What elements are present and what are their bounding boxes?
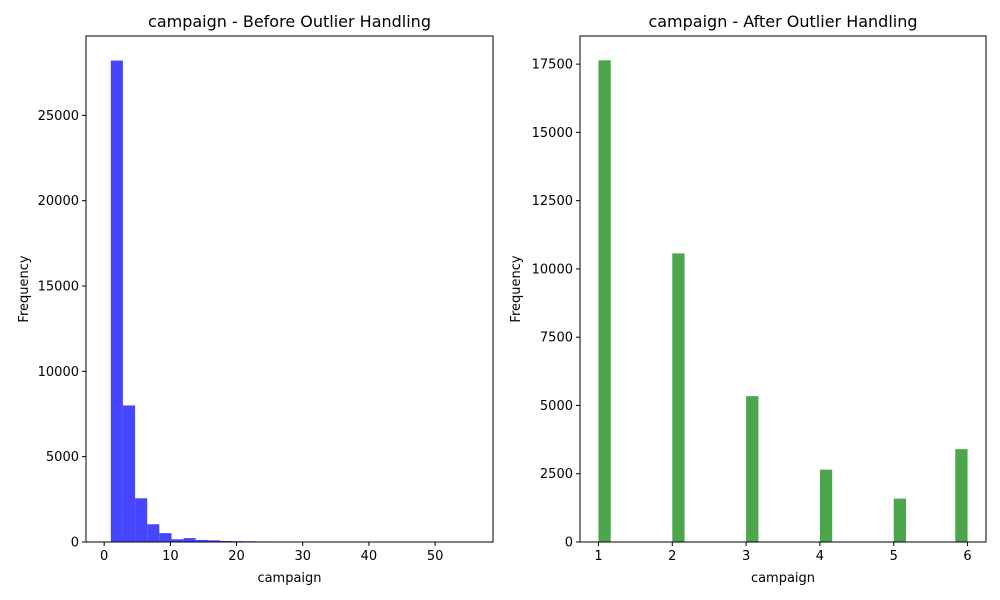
x-axis-label-after: campaign [751, 571, 815, 586]
histogram-bar-before-6 [183, 538, 196, 542]
x-tick-label-after-4: 5 [890, 549, 898, 564]
histogram-bar-before-4 [159, 533, 172, 542]
x-tick-label-before-2: 20 [228, 549, 245, 564]
bars-after [598, 60, 968, 543]
y-axis-label-after: Frequency [509, 255, 524, 322]
x-tick-label-after-1: 2 [668, 549, 676, 564]
histogram-bar-before-1 [122, 405, 136, 542]
histogram-bar-after-5 [955, 449, 968, 542]
histogram-bar-after-0 [598, 60, 611, 543]
x-axis-label-before: campaign [257, 571, 321, 586]
x-tick-label-before-4: 40 [361, 549, 378, 564]
histogram-bar-after-3 [819, 469, 833, 542]
chart-title-before: campaign - Before Outlier Handling [148, 12, 431, 31]
y-tick-label-before-0: 0 [71, 536, 79, 551]
histogram-bar-before-3 [147, 524, 160, 542]
plot-frame-after [579, 35, 987, 543]
chart-title-after: campaign - After Outlier Handling [648, 12, 917, 31]
ticks-after: 1 2 3 4 5 6 0 2500 5000 7500 10000 12500 15000 17500 [532, 58, 972, 564]
y-tick-label-before-4: 20000 [38, 194, 79, 209]
y-tick-label-after-0: 0 [565, 536, 573, 551]
histogram-bar-after-1 [672, 253, 685, 543]
histogram-bar-after-2 [746, 396, 759, 542]
chart-before: 0 10 20 30 40 50 0 5000 10000 15000 20000 25000 cam… [17, 12, 494, 586]
y-tick-label-before-1: 5000 [46, 450, 79, 465]
histogram-bar-before-8 [207, 540, 221, 542]
y-tick-label-before-2: 10000 [38, 365, 79, 380]
histogram-bar-before-0 [110, 60, 123, 542]
x-tick-label-after-2: 3 [742, 549, 750, 564]
histogram-bar-after-4 [893, 498, 907, 542]
histogram-bar-before-2 [135, 498, 148, 542]
histogram-bar-before-9 [220, 540, 233, 542]
x-tick-label-before-5: 50 [427, 549, 444, 564]
y-tick-label-after-6: 15000 [532, 126, 573, 141]
y-tick-label-after-7: 17500 [532, 58, 573, 73]
y-tick-label-after-5: 12500 [532, 194, 573, 209]
y-tick-label-after-3: 7500 [540, 331, 573, 346]
y-tick-label-before-3: 15000 [38, 280, 79, 295]
x-tick-label-before-0: 0 [100, 549, 108, 564]
x-tick-label-after-3: 4 [816, 549, 824, 564]
histogram-bar-before-5 [171, 539, 184, 542]
histogram-bar-before-7 [195, 539, 208, 542]
x-tick-label-before-1: 10 [162, 549, 179, 564]
y-tick-label-after-4: 10000 [532, 262, 573, 277]
y-tick-label-before-5: 25000 [38, 109, 79, 124]
y-tick-label-after-1: 2500 [540, 467, 573, 482]
x-tick-label-after-5: 6 [963, 549, 971, 564]
plot-frame-before [85, 35, 494, 543]
x-tick-label-after-0: 1 [594, 549, 602, 564]
y-axis-label-before: Frequency [17, 255, 32, 322]
ticks-before: 0 10 20 30 40 50 0 5000 10000 15000 20000 25000 [38, 109, 444, 564]
y-tick-label-after-2: 5000 [540, 399, 573, 414]
bars-before [110, 60, 330, 542]
x-tick-label-before-3: 30 [294, 549, 311, 564]
chart-after: 1 2 3 4 5 6025005000750010000125001500017500 … [509, 12, 987, 586]
